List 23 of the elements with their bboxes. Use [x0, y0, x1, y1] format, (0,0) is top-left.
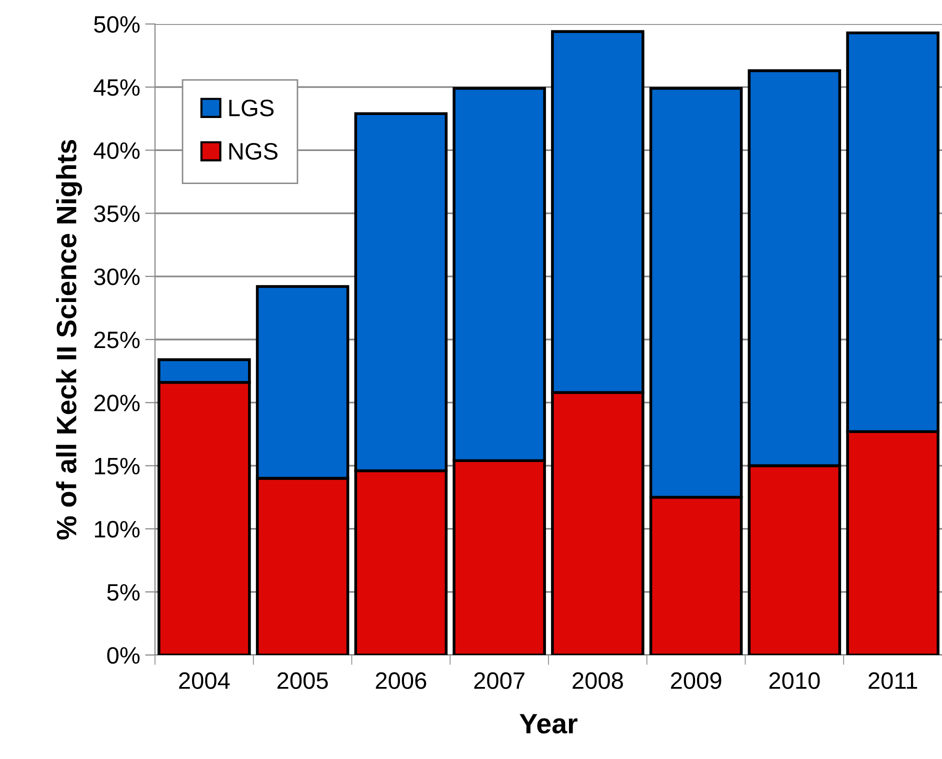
y-tick-label: 15%	[94, 458, 140, 474]
y-tick-label: 45%	[94, 79, 140, 96]
y-tick-label: 25%	[94, 332, 140, 348]
x-tick-label: 2008	[572, 672, 623, 690]
x-tick-label: 2004	[179, 672, 230, 690]
legend-label: LGS	[229, 100, 274, 116]
legend-label: NGS	[229, 143, 278, 160]
y-tick-label: 40%	[94, 142, 140, 159]
x-tick-label: 2007	[474, 672, 524, 690]
y-axis-title: % of all Keck II Science Nights	[56, 140, 82, 540]
y-tick-label: 50%	[94, 16, 140, 33]
y-tick-label: 30%	[94, 268, 140, 286]
x-tick-label: 2006	[376, 672, 426, 690]
x-axis-title: Year	[520, 714, 578, 734]
y-tick-label: 20%	[94, 394, 140, 412]
y-tick-label: 10%	[94, 520, 140, 538]
y-tick-label: 5%	[107, 584, 140, 601]
y-tick-label: 0%	[107, 647, 140, 664]
x-tick-label: 2005	[277, 672, 328, 690]
x-tick-label: 2009	[670, 672, 722, 690]
x-tick-label: 2010	[769, 672, 820, 690]
x-tick-label: 2011	[868, 672, 918, 690]
y-tick-label: 35%	[94, 205, 140, 222]
